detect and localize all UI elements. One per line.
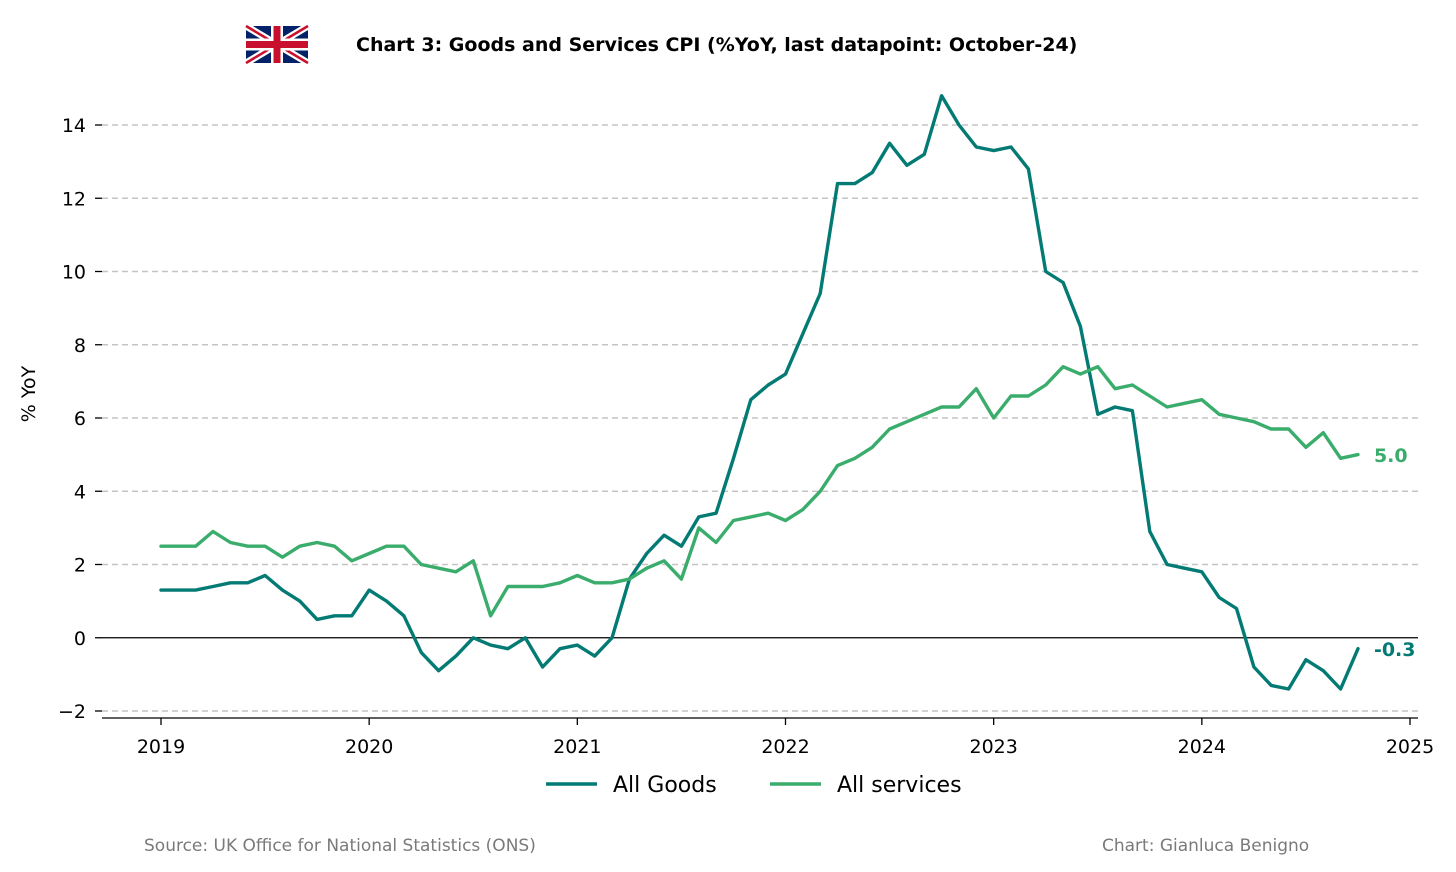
end-label-all-services: 5.0 (1374, 445, 1408, 467)
y-axis-ticks: −2 0 2 4 6 8 10 12 14 (58, 115, 102, 723)
chart-credit: Chart: Gianluca Benigno (1102, 836, 1309, 856)
legend-label: All services (837, 773, 962, 798)
series-layer (159, 93, 1360, 691)
grid-layer (102, 124, 1418, 712)
y-tick-label: 8 (74, 335, 86, 357)
y-tick-label: 10 (62, 262, 86, 284)
y-tick-label: 14 (62, 115, 86, 137)
y-axis-label: % YoY (18, 365, 40, 422)
x-tick-label: 2025 (1386, 736, 1434, 758)
y-tick-label: 2 (74, 555, 86, 577)
series-line-all-goods (159, 93, 1360, 691)
legend-label: All Goods (613, 773, 717, 798)
x-axis: 2019 2020 2021 2022 2023 2024 2025 (102, 717, 1434, 758)
end-label-all-goods: -0.3 (1374, 639, 1416, 661)
y-tick-label: 4 (74, 481, 86, 503)
x-tick-label: 2020 (345, 736, 393, 758)
end-labels: -0.3 5.0 (1374, 445, 1416, 661)
x-tick-label: 2022 (761, 736, 809, 758)
x-tick-label: 2024 (1178, 736, 1226, 758)
x-tick-label: 2021 (553, 736, 601, 758)
y-tick-label: −2 (58, 701, 86, 723)
chart-title: Chart 3: Goods and Services CPI (%YoY, l… (356, 34, 1077, 56)
y-tick-label: 12 (62, 188, 86, 210)
x-tick-label: 2023 (969, 736, 1017, 758)
y-tick-label: 6 (74, 408, 86, 430)
legend: All Goods All services (546, 773, 962, 798)
source-note: Source: UK Office for National Statistic… (144, 836, 536, 856)
series-line-all-services (159, 365, 1360, 618)
y-tick-label: 0 (74, 628, 86, 650)
uk-flag-icon (244, 22, 310, 67)
x-tick-label: 2019 (137, 736, 185, 758)
